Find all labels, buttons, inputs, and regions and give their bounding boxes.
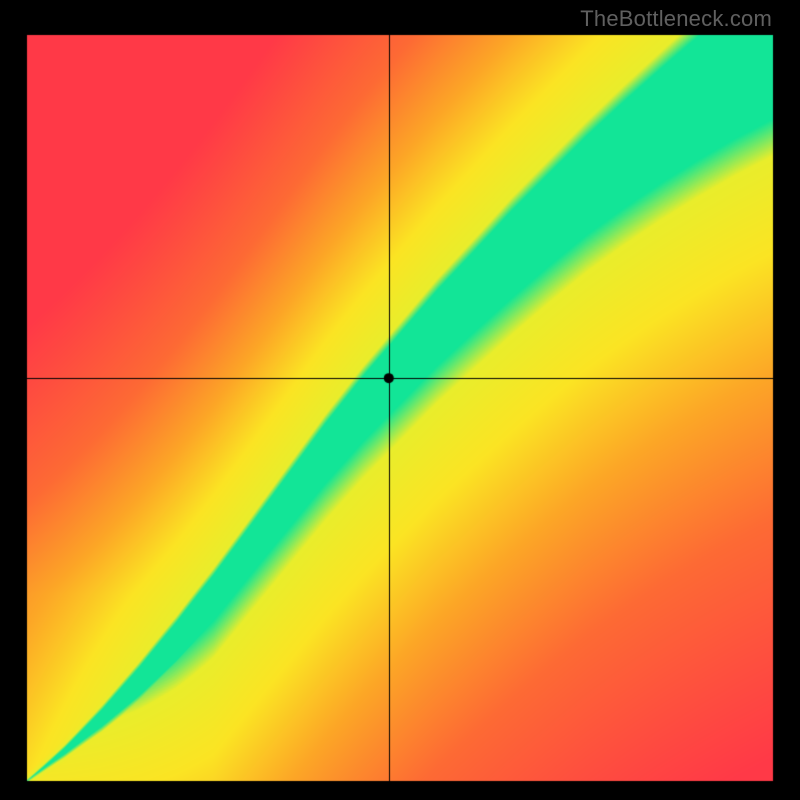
bottleneck-heatmap (0, 0, 800, 800)
watermark-text: TheBottleneck.com (580, 6, 772, 32)
chart-container: TheBottleneck.com (0, 0, 800, 800)
